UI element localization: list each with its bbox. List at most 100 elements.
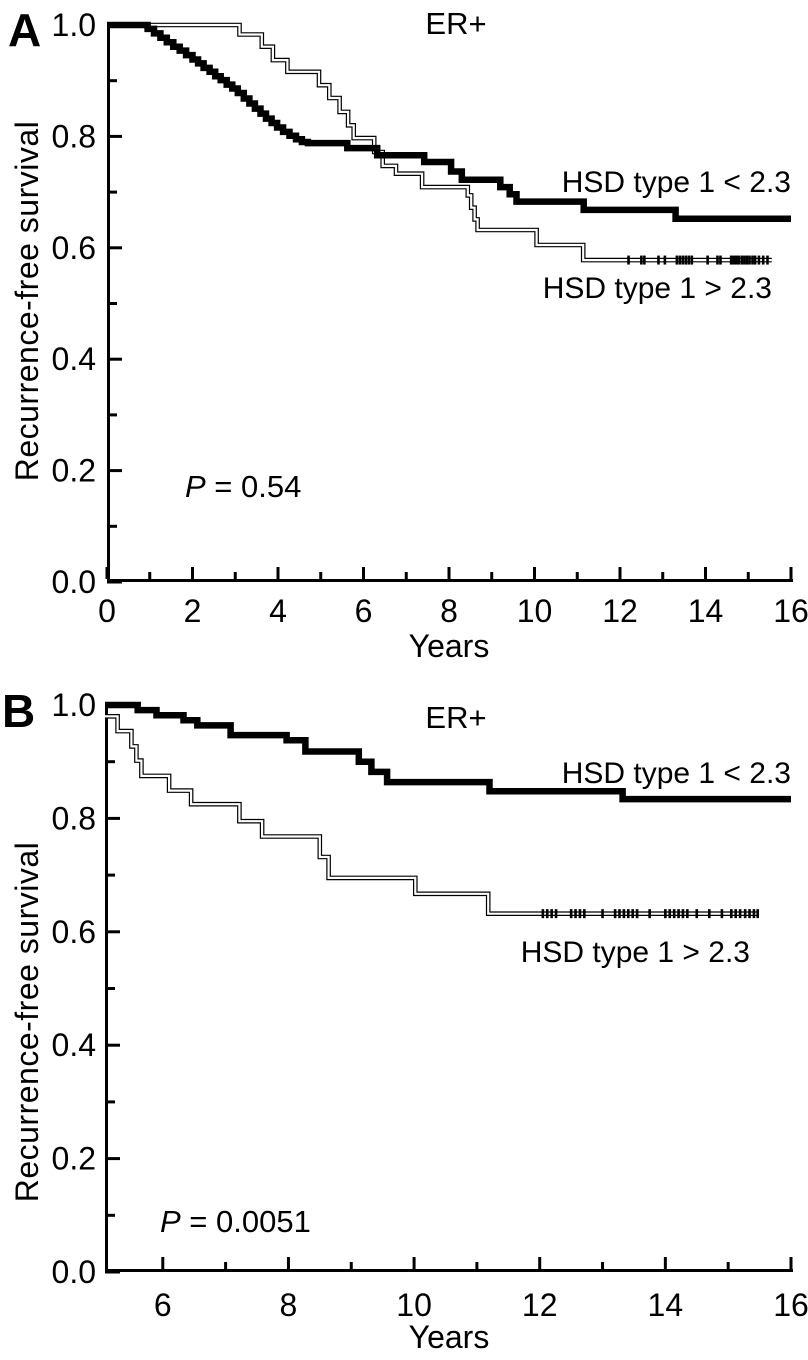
y-tick-label: 0.8 (52, 118, 96, 154)
x-tick-label: 12 (522, 1287, 558, 1323)
series-line-thick (107, 21, 791, 223)
x-tick-label: 14 (688, 593, 724, 629)
y-tick-label: 0.8 (52, 800, 96, 836)
censor-tick (686, 909, 689, 919)
censor-tick (730, 909, 733, 919)
censor-tick (627, 255, 630, 265)
censor-tick (695, 909, 699, 919)
x-tick-label: 2 (184, 593, 202, 629)
x-tick-label: 8 (280, 1287, 298, 1323)
censor-tick (663, 255, 667, 265)
y-tick-label: 1.0 (52, 687, 96, 723)
y-axis-title: Recurrence-free survival (9, 842, 45, 1203)
censor-tick (687, 255, 691, 265)
censor-tick (545, 909, 549, 919)
censor-tick (748, 255, 751, 265)
x-tick-label: 14 (648, 1287, 684, 1323)
plot-title: ER+ (425, 700, 486, 735)
series-label: HSD type 1 > 2.3 (521, 936, 750, 969)
censor-tick (681, 909, 685, 919)
censor-tick (734, 255, 738, 265)
censor-tick (740, 255, 744, 265)
censor-tick (708, 909, 711, 919)
x-tick-label: 0 (98, 593, 116, 629)
censor-tick (618, 909, 621, 919)
censor-tick (748, 909, 751, 919)
censor-tick (578, 909, 582, 919)
series-line-hollow-inner (105, 715, 758, 915)
censor-tick (734, 909, 738, 919)
censor-tick (761, 255, 765, 265)
x-tick-label: 10 (517, 593, 553, 629)
censor-tick (753, 255, 757, 265)
censor-tick (631, 909, 634, 919)
censor-tick (738, 909, 742, 919)
p-value-label: P = 0.0051 (160, 1204, 311, 1239)
panel-b: 6 8 10 12 14 16 0.0 0.2 0.4 0.6 0.8 1.0 Years Recurre… (2, 685, 808, 1355)
censor-tick (745, 255, 749, 265)
censor-tick (664, 909, 667, 919)
censor-tick (719, 255, 722, 265)
censor-tick (732, 255, 736, 265)
censor-tick (743, 255, 746, 265)
censor-tick (729, 255, 733, 265)
y-tick-label: 0.6 (52, 914, 96, 950)
x-tick-label: 16 (773, 593, 808, 629)
censor-tick (752, 909, 756, 919)
y-tick-label: 1.0 (52, 7, 96, 43)
y-tick-label: 0.4 (52, 341, 96, 377)
series-label: HSD type 1 < 2.3 (562, 166, 791, 199)
x-tick-label: 16 (773, 1287, 808, 1323)
y-tick-label: 0.2 (52, 1141, 96, 1177)
censor-tick (675, 255, 679, 265)
censor-tick (766, 255, 769, 265)
censor-tick (672, 909, 676, 919)
p-value-label: P = 0.54 (185, 469, 301, 504)
censor-tick (743, 909, 747, 919)
panel-letter: A (8, 4, 41, 56)
censor-tick (569, 909, 573, 919)
x-tick-label: 8 (440, 593, 458, 629)
x-tick-label: 6 (154, 1287, 172, 1323)
series-line-thick (105, 701, 791, 803)
censor-tick (554, 909, 558, 919)
censor-tick (622, 909, 626, 919)
censor-tick (657, 255, 660, 265)
censor-tick (635, 909, 639, 919)
x-tick-label: 10 (396, 1287, 432, 1323)
x-tick-label: 4 (269, 593, 287, 629)
x-axis-title: Years (409, 1319, 490, 1355)
censor-tick (690, 255, 694, 265)
censor-tick (737, 255, 741, 265)
plot-title: ER+ (425, 6, 486, 41)
series-label: HSD type 1 > 2.3 (543, 272, 772, 305)
series-label: HSD type 1 < 2.3 (562, 757, 791, 790)
censor-tick (678, 255, 682, 265)
censor-tick (757, 255, 761, 265)
censor-tick (684, 255, 688, 265)
y-tick-label: 0.4 (52, 1027, 96, 1063)
y-tick-label: 0.0 (52, 1254, 96, 1290)
y-tick-label: 0.6 (52, 230, 96, 266)
censor-tick (668, 909, 672, 919)
x-tick-label: 12 (602, 593, 638, 629)
censor-tick (613, 909, 617, 919)
x-axis-title: Years (409, 628, 490, 664)
panel-letter: B (2, 685, 35, 737)
censor-tick (677, 909, 680, 919)
censor-tick (706, 255, 709, 265)
y-tick-label: 0.2 (52, 453, 96, 489)
censor-tick (601, 909, 604, 919)
censor-tick (756, 909, 760, 919)
censor-tick (583, 909, 586, 919)
censor-tick (681, 255, 685, 265)
censor-tick (751, 255, 754, 265)
panel-a: 0 2 4 6 8 10 12 14 16 0.0 0.2 0.4 0.6 0.8 1.0 Years Recu… (8, 4, 808, 664)
censor-tick (648, 909, 651, 919)
censor-tick (643, 255, 646, 265)
censor-tick (716, 255, 719, 265)
censor-tick (574, 909, 577, 919)
